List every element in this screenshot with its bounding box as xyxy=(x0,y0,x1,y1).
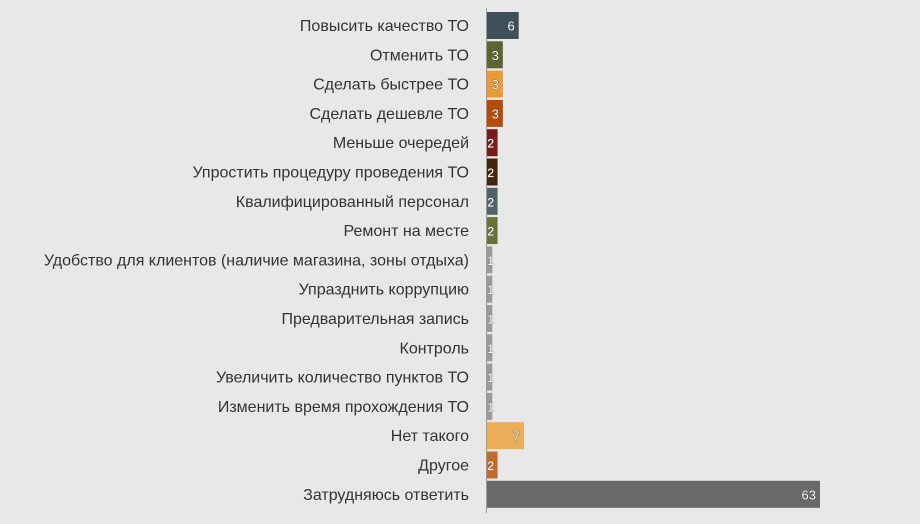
bar xyxy=(487,129,498,157)
bar xyxy=(487,99,503,127)
bar xyxy=(487,187,498,215)
category-label: Квалифицированный персонал xyxy=(236,194,469,211)
value-label: 1 xyxy=(487,371,494,385)
bar xyxy=(487,246,493,274)
value-label: 7 xyxy=(513,429,520,444)
value-label: 2 xyxy=(487,195,494,209)
category-label: Затрудняюсь ответить xyxy=(303,487,469,504)
category-label: Увеличить количество пунктов ТО xyxy=(216,370,469,387)
bar xyxy=(487,41,503,69)
value-label: 1 xyxy=(487,313,494,327)
category-label: Изменить время прохождения ТО xyxy=(218,399,469,416)
category-label: Сделать быстрее ТО xyxy=(313,77,469,94)
value-label: 2 xyxy=(487,459,494,473)
value-label: 1 xyxy=(487,400,494,414)
category-label: Упразднить коррупцию xyxy=(299,282,469,299)
category-label: Сделать дешевле ТО xyxy=(309,106,469,123)
value-label: 2 xyxy=(487,137,494,151)
category-label: Отменить ТО xyxy=(370,47,469,64)
value-label: 3 xyxy=(492,77,499,92)
bar xyxy=(487,451,498,479)
value-label: 63 xyxy=(802,487,816,502)
category-label: Другое xyxy=(418,458,469,475)
bars-group: Повысить качество ТО 6 Отменить ТО 3 Сделать… xyxy=(44,12,820,508)
value-label: 2 xyxy=(487,225,494,239)
bar xyxy=(487,480,820,508)
category-label: Предварительная запись xyxy=(281,311,469,328)
bar xyxy=(487,392,493,420)
value-label: 1 xyxy=(487,283,494,297)
value-label: 2 xyxy=(487,166,494,180)
category-label: Упростить процедуру проведения ТО xyxy=(192,165,469,182)
category-label: Ремонт на месте xyxy=(344,223,470,240)
category-label: Повысить качество ТО xyxy=(300,18,469,35)
value-label: 1 xyxy=(487,254,494,268)
value-label: 3 xyxy=(492,106,499,121)
value-label: 3 xyxy=(492,48,499,63)
bar xyxy=(487,363,493,391)
bar xyxy=(487,217,498,245)
bar xyxy=(487,275,493,303)
bar xyxy=(487,422,524,450)
bar xyxy=(487,305,493,332)
category-label: Нет такого xyxy=(391,428,469,445)
bar xyxy=(487,334,493,362)
bar xyxy=(487,158,498,186)
value-label: 1 xyxy=(487,342,494,356)
bar xyxy=(487,12,519,39)
category-label: Меньше очередей xyxy=(333,135,469,152)
value-label: 6 xyxy=(507,19,514,34)
category-label: Удобство для клиентов (наличие магазина,… xyxy=(44,252,469,269)
bar xyxy=(487,70,503,98)
category-label: Контроль xyxy=(400,340,470,357)
